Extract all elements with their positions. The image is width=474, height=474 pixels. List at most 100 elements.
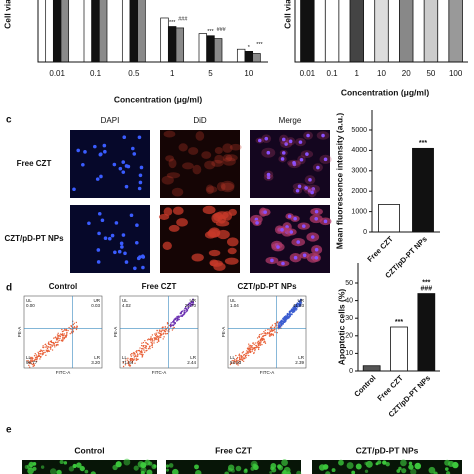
event bbox=[241, 357, 243, 359]
nucleus bbox=[93, 144, 97, 149]
cell bbox=[225, 154, 238, 162]
micrograph bbox=[250, 205, 332, 273]
event bbox=[42, 353, 44, 355]
nucleus bbox=[96, 248, 101, 252]
event bbox=[149, 347, 151, 350]
event bbox=[53, 342, 55, 345]
nucleus bbox=[307, 188, 312, 193]
bar bbox=[121, 0, 131, 63]
cell bbox=[192, 164, 202, 175]
event bbox=[31, 363, 34, 366]
event bbox=[30, 363, 33, 365]
bar bbox=[60, 0, 70, 63]
bar bbox=[324, 0, 340, 63]
nucleus bbox=[124, 184, 129, 189]
event bbox=[160, 331, 163, 333]
y-tick-label: 50 bbox=[345, 280, 353, 287]
nucleus bbox=[121, 170, 126, 174]
quadrant-name: LL bbox=[122, 355, 128, 360]
cell bbox=[188, 147, 199, 155]
event bbox=[26, 359, 28, 362]
y-axis-title: PE-A bbox=[17, 327, 22, 338]
x-tick-label: 0.5 bbox=[128, 69, 140, 78]
event bbox=[188, 303, 191, 305]
quadrant-value: 2.39 bbox=[295, 360, 304, 365]
event bbox=[240, 354, 242, 357]
y-tick-label: 2000 bbox=[351, 188, 367, 195]
event bbox=[191, 300, 193, 302]
event bbox=[31, 359, 33, 361]
cell bbox=[32, 466, 37, 471]
nucleus bbox=[137, 186, 142, 191]
bar bbox=[362, 365, 381, 372]
event bbox=[291, 308, 293, 311]
cell bbox=[227, 467, 233, 472]
event bbox=[272, 333, 274, 336]
event bbox=[259, 339, 262, 341]
quadrant-name: LR bbox=[298, 355, 305, 360]
event bbox=[156, 335, 159, 337]
bar bbox=[167, 26, 177, 63]
cell bbox=[28, 461, 34, 468]
y-axis-title: PE-A bbox=[221, 327, 226, 338]
nucleus bbox=[102, 143, 107, 148]
micrograph bbox=[250, 130, 332, 198]
x-tick-label: 0.01 bbox=[49, 69, 65, 78]
nucleus bbox=[314, 209, 319, 214]
event bbox=[288, 314, 290, 316]
event bbox=[184, 309, 186, 312]
nucleus bbox=[257, 138, 262, 143]
event bbox=[239, 355, 241, 357]
x-tick-label: 100 bbox=[449, 69, 463, 78]
event bbox=[261, 343, 263, 346]
event bbox=[139, 351, 141, 353]
cell bbox=[281, 470, 287, 474]
event bbox=[286, 315, 288, 317]
event bbox=[293, 307, 296, 310]
cell bbox=[364, 469, 369, 474]
quadrant-value: 0.03 bbox=[91, 303, 100, 308]
event bbox=[157, 338, 160, 340]
event bbox=[263, 340, 266, 342]
event bbox=[266, 333, 268, 335]
event bbox=[153, 340, 155, 342]
column-title: DiD bbox=[193, 116, 207, 125]
cell bbox=[205, 184, 214, 195]
event bbox=[45, 349, 47, 351]
event bbox=[231, 359, 233, 362]
event bbox=[134, 352, 136, 355]
micrograph bbox=[70, 205, 150, 273]
event bbox=[142, 348, 144, 350]
event bbox=[32, 365, 34, 367]
cell bbox=[195, 469, 202, 474]
x-tick-label: 0.01 bbox=[300, 69, 316, 78]
event bbox=[122, 361, 124, 364]
event bbox=[234, 361, 237, 363]
event bbox=[61, 328, 63, 331]
event bbox=[28, 364, 30, 367]
event bbox=[39, 350, 42, 353]
event bbox=[165, 329, 167, 331]
event bbox=[144, 339, 146, 342]
event bbox=[277, 324, 280, 326]
nucleus bbox=[280, 157, 285, 161]
cell bbox=[68, 466, 75, 472]
event bbox=[292, 308, 295, 311]
cell bbox=[59, 459, 64, 465]
event bbox=[39, 356, 42, 358]
event bbox=[57, 335, 59, 338]
event bbox=[274, 331, 276, 333]
quadrant-value: 71.84 bbox=[122, 360, 134, 365]
nucleus bbox=[255, 221, 259, 225]
nucleus bbox=[281, 261, 285, 266]
event bbox=[257, 342, 259, 344]
x-tick-label: 5 bbox=[208, 69, 213, 78]
nucleus bbox=[141, 265, 145, 270]
x-axis-title: Concentration (μg/ml) bbox=[341, 87, 429, 97]
event bbox=[245, 352, 247, 355]
nucleus bbox=[138, 180, 143, 185]
event bbox=[35, 354, 38, 356]
event bbox=[55, 341, 57, 344]
event bbox=[153, 337, 155, 339]
cell bbox=[211, 159, 224, 167]
